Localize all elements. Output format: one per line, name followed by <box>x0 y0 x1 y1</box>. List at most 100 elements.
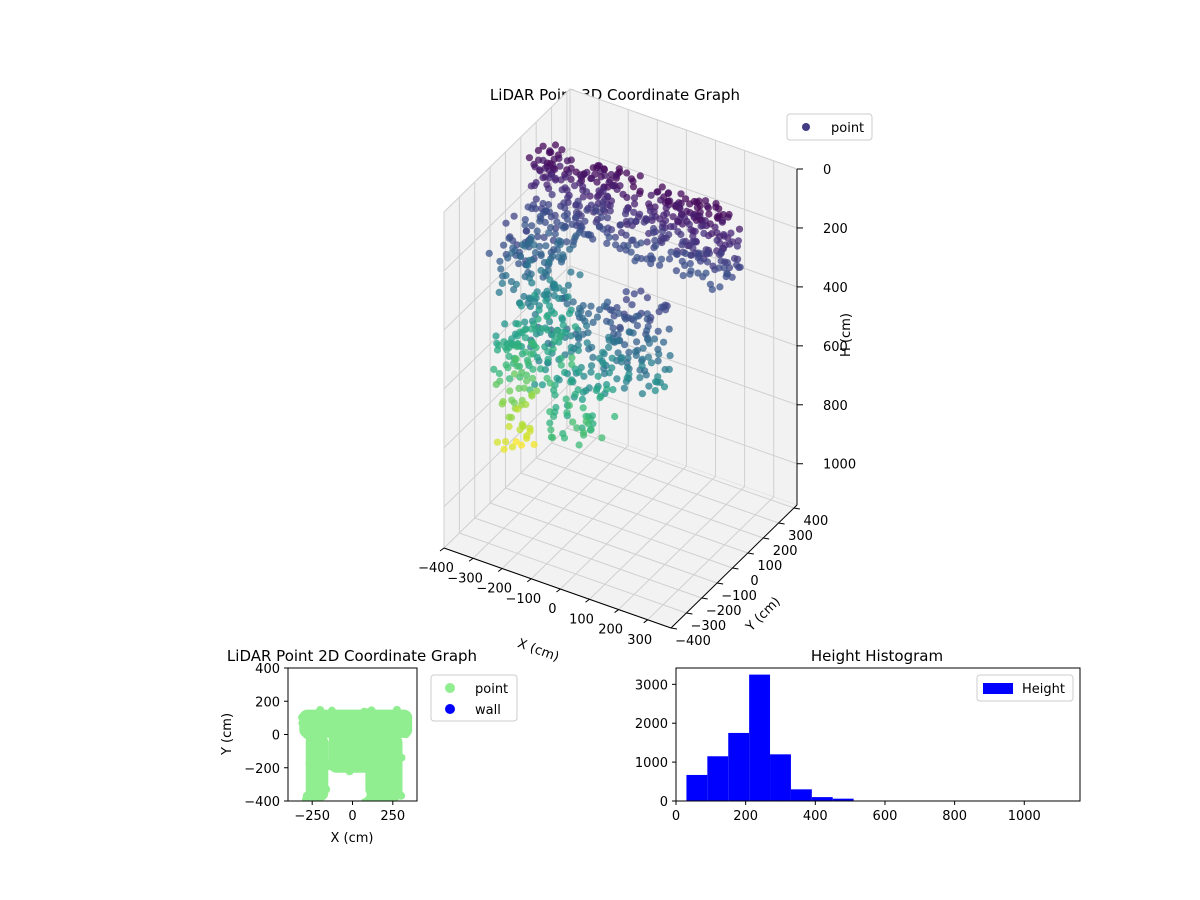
point3d <box>485 249 493 257</box>
point3d <box>706 280 715 288</box>
scatter2d-gap <box>351 784 361 794</box>
point3d <box>507 413 516 422</box>
point3d <box>572 213 580 221</box>
point3d <box>583 168 591 176</box>
point3d <box>532 179 540 187</box>
point3d <box>626 328 634 336</box>
point3d <box>717 257 725 265</box>
point3d <box>673 250 681 258</box>
point3d <box>647 359 656 367</box>
point3d <box>523 377 531 385</box>
point3d <box>560 212 569 220</box>
point3d <box>538 381 547 389</box>
axis3d-y-tickmark <box>701 597 708 600</box>
grid3d-x-floor <box>589 475 716 600</box>
scatter2d-point <box>397 791 406 800</box>
point3d <box>623 169 631 177</box>
point3d <box>724 213 732 221</box>
point3d <box>549 345 557 353</box>
point3d <box>636 210 644 218</box>
scatter2d-point <box>338 753 347 762</box>
point3d <box>555 154 563 162</box>
scatter2d-point <box>387 788 396 797</box>
scatter2d-point <box>366 724 375 733</box>
point3d <box>603 385 611 393</box>
point3d <box>679 238 687 246</box>
scatter2d-gap <box>335 776 345 786</box>
point3d <box>619 190 627 198</box>
point3d <box>579 193 587 201</box>
scatter2d-point <box>332 753 341 762</box>
point3d <box>672 267 681 275</box>
point3d <box>551 230 559 238</box>
scatter2d-point <box>340 736 349 745</box>
point3d <box>506 387 514 395</box>
axis3d-x-ticklabel: −100 <box>505 592 541 607</box>
point3d <box>658 183 666 191</box>
point3d <box>547 426 555 434</box>
point3d <box>657 303 666 311</box>
histogram-legend-label: Height <box>1022 682 1065 697</box>
chart-2d-legend-point-label: point <box>475 682 508 697</box>
point3d <box>508 396 516 404</box>
point3d <box>644 353 653 361</box>
point3d <box>563 409 571 417</box>
point3d <box>665 365 673 373</box>
point3d <box>550 337 559 345</box>
point3d <box>673 201 681 209</box>
point3d <box>530 241 538 249</box>
point3d <box>690 238 698 246</box>
point3d <box>582 412 590 420</box>
histogram-x-ticklabel: 1000 <box>1008 809 1041 824</box>
axis3d-x-line <box>443 547 672 629</box>
point3d <box>593 178 601 186</box>
point3d <box>616 221 624 229</box>
point3d <box>642 215 650 223</box>
point3d <box>566 245 574 253</box>
axis3d-z-ticklabel: 400 <box>823 281 848 296</box>
point3d <box>580 372 588 380</box>
point3d <box>544 348 552 356</box>
point3d <box>539 142 547 150</box>
point3d <box>521 334 530 342</box>
point3d <box>559 321 567 329</box>
point3d <box>682 195 690 203</box>
grid3d-z-back <box>569 147 798 229</box>
axis3d-x-ticklabel: 0 <box>548 602 556 617</box>
point3d <box>620 384 629 392</box>
point3d <box>543 374 551 382</box>
chart-2d-points <box>298 705 413 801</box>
scatter2d-point <box>373 786 382 795</box>
scatter2d-point <box>401 730 410 739</box>
point3d <box>551 280 559 288</box>
axis3d-y-ticklabel: 300 <box>788 529 813 544</box>
grid3d-x-floor <box>618 486 745 610</box>
axis3d-x-tickmark <box>585 598 590 603</box>
point3d <box>630 208 638 216</box>
scatter2d-point <box>392 766 401 775</box>
point3d <box>713 229 721 237</box>
point3d <box>735 225 744 233</box>
point3d <box>616 325 625 333</box>
point3d <box>625 348 633 356</box>
point3d <box>716 283 724 291</box>
point3d <box>679 272 687 280</box>
point3d <box>667 248 675 256</box>
axis3d-y-tickmark <box>793 507 801 510</box>
point3d <box>577 173 586 181</box>
point3d <box>550 309 559 318</box>
point3d <box>549 331 557 339</box>
axis3d-x-tickmark <box>468 557 474 562</box>
point3d <box>643 315 651 323</box>
scatter2d-point <box>383 741 392 750</box>
point3d <box>606 318 615 326</box>
point3d <box>567 175 575 183</box>
point3d <box>574 310 582 318</box>
scatter2d-x-ticklabel: −250 <box>294 809 330 824</box>
point3d <box>532 344 540 352</box>
point3d <box>568 220 576 228</box>
scatter2d-point <box>325 721 334 730</box>
point3d <box>541 218 549 227</box>
point3d <box>539 199 547 208</box>
scatter2d-point <box>313 729 322 738</box>
